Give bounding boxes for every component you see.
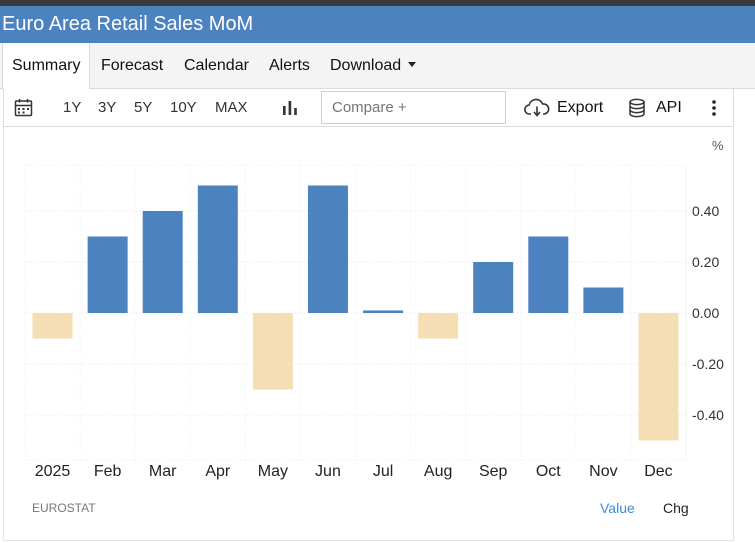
x-tick-label: May: [258, 463, 288, 480]
range-3y-button[interactable]: 3Y: [98, 99, 117, 116]
more-vertical-icon[interactable]: [710, 99, 718, 117]
tab-forecast[interactable]: Forecast: [101, 43, 163, 89]
page-title: Euro Area Retail Sales MoM: [2, 13, 254, 35]
range-max-button[interactable]: MAX: [215, 99, 248, 116]
y-tick-label: -0.20: [692, 356, 724, 372]
bar: [87, 236, 128, 313]
chg-toggle-button[interactable]: Chg: [663, 500, 689, 516]
cloud-download-icon[interactable]: [524, 98, 550, 118]
bar: [142, 211, 183, 313]
bar: [197, 185, 238, 313]
compare-input[interactable]: [321, 91, 506, 124]
range-5y-button[interactable]: 5Y: [134, 99, 153, 116]
bar-chart-icon[interactable]: [281, 99, 299, 117]
panel-bottom-border: [3, 540, 734, 541]
source-label: EUROSTAT: [32, 501, 96, 515]
y-tick-label: 0.00: [692, 305, 719, 321]
tab-summary-label: Summary: [12, 57, 81, 74]
tab-alerts[interactable]: Alerts: [269, 43, 310, 89]
panel-left-border: [3, 127, 4, 540]
x-tick-label: 2025: [35, 463, 71, 480]
bar: [638, 313, 679, 441]
bar: [473, 262, 514, 313]
bar: [583, 287, 624, 313]
x-tick-label: Dec: [644, 463, 672, 480]
tab-summary[interactable]: Summary: [2, 43, 90, 90]
bar: [32, 313, 73, 339]
x-tick-label: Feb: [94, 463, 122, 480]
x-tick-label: Jul: [373, 463, 393, 480]
x-tick-label: Aug: [424, 463, 452, 480]
tab-calendar-label: Calendar: [184, 57, 249, 74]
chart-toolbar: 1Y 3Y 5Y 10Y MAX Export API: [3, 89, 734, 127]
tab-alerts-label: Alerts: [269, 57, 310, 74]
x-tick-label: Mar: [149, 463, 177, 480]
tab-download-label: Download: [330, 57, 402, 74]
tab-calendar[interactable]: Calendar: [184, 43, 249, 89]
x-tick-label: Sep: [479, 463, 508, 480]
value-toggle-button[interactable]: Value: [600, 500, 635, 516]
x-tick-label: Jun: [315, 463, 341, 480]
range-10y-button[interactable]: 10Y: [170, 99, 197, 116]
nav-bar: Summary Forecast Calendar Alerts Downloa…: [0, 43, 755, 90]
api-button[interactable]: API: [656, 99, 682, 116]
range-1y-button[interactable]: 1Y: [63, 99, 82, 116]
export-button[interactable]: Export: [557, 99, 604, 116]
tab-forecast-label: Forecast: [101, 57, 164, 74]
y-tick-label: 0.20: [692, 254, 719, 270]
x-tick-label: Oct: [536, 463, 561, 480]
bar: [528, 236, 569, 313]
x-tick-label: Nov: [589, 463, 617, 480]
x-tick-label: Apr: [205, 463, 231, 480]
tab-download[interactable]: Download: [330, 43, 417, 89]
caret-down-icon: [408, 62, 417, 68]
chart-unit-label: %: [712, 138, 724, 153]
y-tick-label: -0.40: [692, 407, 724, 423]
bar: [418, 313, 459, 339]
bar: [363, 310, 404, 313]
y-tick-label: 0.40: [692, 203, 719, 219]
bar: [307, 185, 348, 313]
database-icon[interactable]: [628, 98, 646, 118]
title-bar: Euro Area Retail Sales MoM: [0, 6, 755, 43]
bar: [252, 313, 293, 390]
calendar-icon[interactable]: [14, 98, 33, 117]
panel-right-border: [733, 127, 734, 540]
window-top-strip: [0, 0, 755, 6]
